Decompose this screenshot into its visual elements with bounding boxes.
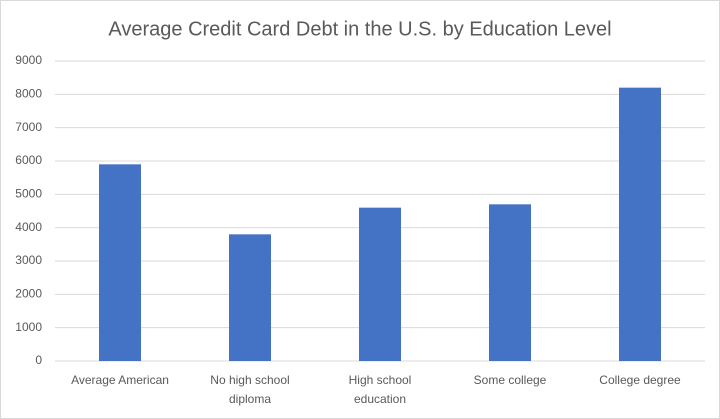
y-tick-label: 0 xyxy=(35,353,42,367)
bar xyxy=(99,164,141,361)
bar xyxy=(489,204,531,361)
chart-title: Average Credit Card Debt in the U.S. by … xyxy=(108,18,611,40)
y-tick-label: 2000 xyxy=(15,287,42,301)
y-tick-label: 1000 xyxy=(15,320,42,334)
bar xyxy=(619,87,661,362)
bar xyxy=(359,207,401,361)
y-tick-label: 4000 xyxy=(15,220,42,234)
y-tick-label: 5000 xyxy=(15,187,42,201)
x-tick-label: College degree xyxy=(599,373,681,387)
y-tick-label: 6000 xyxy=(15,153,42,167)
y-tick-label: 8000 xyxy=(15,87,42,101)
x-tick-label: No high school diploma xyxy=(210,373,289,406)
x-tick-label: Average American xyxy=(71,373,169,387)
x-tick-label: Some college xyxy=(474,373,547,387)
y-tick-label: 9000 xyxy=(15,53,42,67)
y-tick-label: 7000 xyxy=(15,120,42,134)
bar xyxy=(229,234,271,361)
x-tick-label: High school education xyxy=(349,373,412,406)
y-tick-label: 3000 xyxy=(15,253,42,267)
